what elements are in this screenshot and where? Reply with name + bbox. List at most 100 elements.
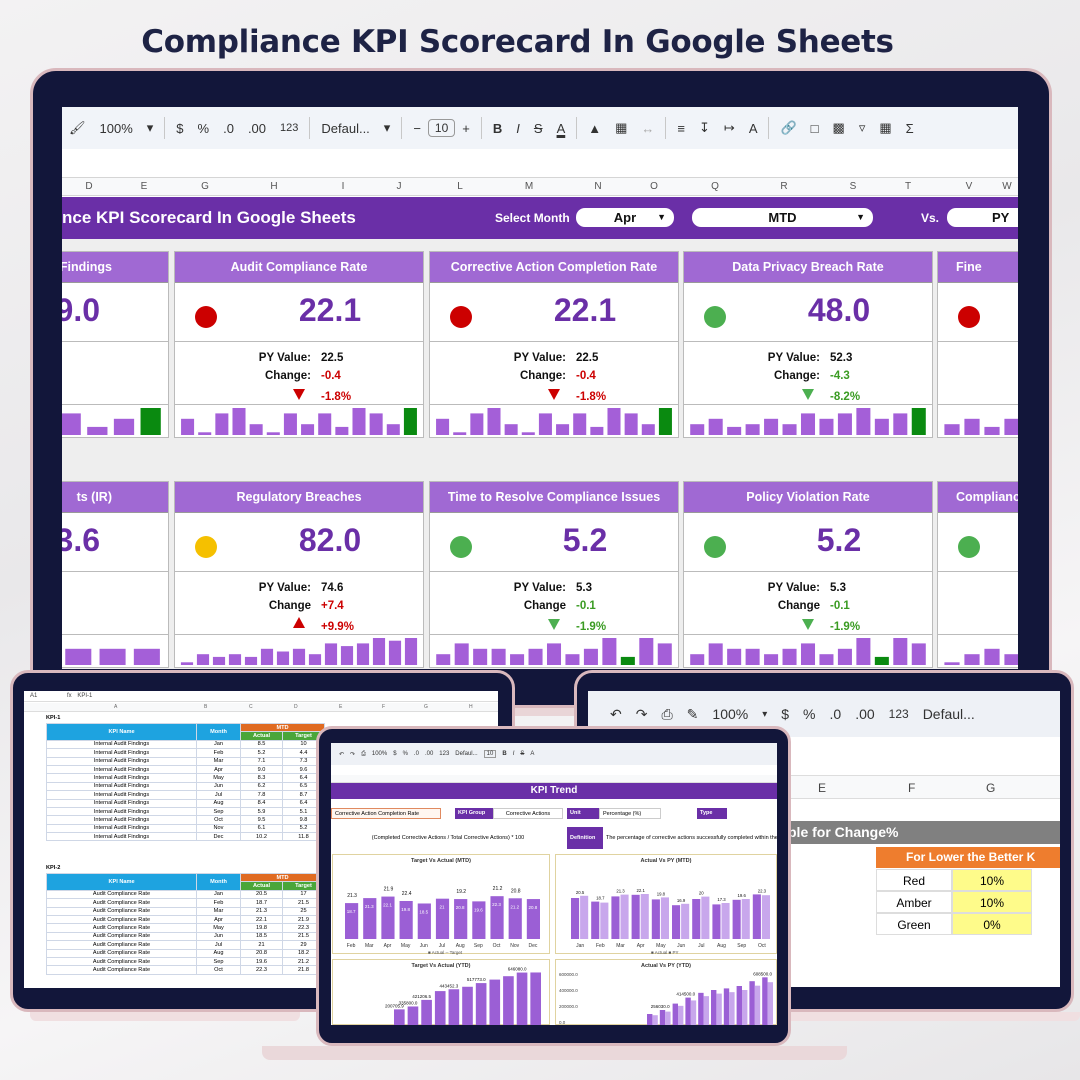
font-select[interactable]: Defaul... (321, 120, 370, 136)
kpi-select-dropdown[interactable]: Corrective Action Completion Rate (331, 808, 441, 819)
column-letter[interactable]: A (114, 704, 118, 710)
zoom-select[interactable]: 100% (712, 706, 749, 722)
column-letter[interactable]: N (594, 181, 602, 192)
period-dropdown[interactable]: MTD ▼ (692, 208, 873, 227)
column-letter[interactable]: I (341, 181, 345, 192)
insert-link-icon[interactable]: 🔗 (780, 120, 797, 135)
table-cell[interactable]: Nov (196, 823, 241, 834)
paint-format-icon[interactable]: 🖌 (69, 120, 86, 135)
table-cell[interactable]: Month (196, 723, 241, 741)
table-row[interactable]: Audit Compliance Rate Aug 20.8 18.2 (46, 948, 325, 958)
table-cell[interactable]: Oct (196, 965, 241, 975)
table-cell[interactable]: Apr (196, 914, 241, 925)
table-cell[interactable]: 6.1 (240, 823, 283, 834)
increase-decimal-button[interactable]: .00 (247, 120, 267, 136)
number-format-button[interactable]: 123 (888, 707, 909, 721)
font-size-decrease-button[interactable]: − (413, 120, 421, 136)
text-wrap-icon[interactable]: ↦ (723, 120, 735, 135)
currency-button[interactable]: $ (781, 706, 790, 722)
table-row[interactable]: Internal Audit Findings Jan 8.5 10 (46, 739, 325, 750)
undo-icon[interactable]: ↶ (610, 705, 622, 722)
table-cell[interactable]: 20.5 (240, 889, 283, 900)
percent-button[interactable]: % (197, 120, 210, 136)
table-cell[interactable]: Internal Audit Findings (46, 823, 197, 834)
filter-views-icon[interactable]: ▦ (879, 120, 892, 135)
table-cell[interactable]: Dec (196, 832, 241, 842)
table-row[interactable]: Internal Audit Findings Jun 6.2 6.5 (46, 781, 325, 792)
table-cell[interactable]: Oct (196, 815, 241, 825)
table-cell[interactable]: 19.6 (240, 956, 283, 967)
table-cell[interactable]: MTD (240, 872, 325, 883)
table-cell[interactable]: 20.8 (240, 948, 283, 958)
table-cell[interactable]: KPI Name (46, 873, 197, 891)
table-cell[interactable]: Internal Audit Findings (46, 798, 197, 808)
column-letter[interactable]: H (270, 181, 278, 192)
table-row[interactable]: Audit Compliance Rate Sep 19.6 21.2 (46, 956, 325, 967)
table-cell[interactable]: Sep (196, 806, 241, 817)
print-icon[interactable]: ⎙ (361, 750, 366, 757)
column-letter[interactable]: E (339, 704, 343, 710)
table-cell[interactable]: Jan (196, 739, 241, 750)
table-cell[interactable]: May (196, 923, 241, 933)
column-letter[interactable]: O (650, 181, 658, 192)
table-cell[interactable]: Actual (240, 881, 283, 891)
table-cell[interactable]: Internal Audit Findings (46, 781, 197, 792)
table-cell[interactable]: 21.3 (240, 906, 283, 916)
table-row[interactable]: Internal Audit Findings Feb 5.2 4.4 (46, 748, 325, 758)
table-cell[interactable]: 8.3 (240, 773, 283, 783)
table-cell[interactable]: Audit Compliance Rate (46, 889, 197, 900)
percent-button[interactable]: % (803, 706, 816, 722)
column-letter[interactable]: S (849, 181, 857, 192)
column-letter[interactable]: T (904, 181, 912, 192)
table-cell[interactable]: 5.9 (240, 806, 283, 817)
borders-icon[interactable]: ▦ (615, 120, 628, 135)
table-cell[interactable]: Month (196, 873, 241, 891)
zoom-caret-icon[interactable]: ▾ (762, 708, 768, 720)
table-cell[interactable]: May (196, 773, 241, 783)
table-cell[interactable]: 10.2 (240, 832, 283, 842)
table-row[interactable]: Audit Compliance Rate May 19.8 22.3 (46, 923, 325, 933)
redo-icon[interactable]: ↷ (635, 705, 648, 722)
strikethrough-button[interactable]: S (533, 120, 543, 136)
bold-button[interactable]: B (502, 751, 507, 757)
column-letter[interactable]: F (382, 704, 386, 710)
column-letter[interactable]: E (140, 181, 148, 192)
column-letter[interactable]: D (294, 704, 298, 710)
table-cell[interactable]: Audit Compliance Rate (46, 906, 197, 916)
column-letter[interactable]: R (780, 181, 788, 192)
table-cell[interactable]: MTD (240, 722, 325, 733)
compare-dropdown[interactable]: PY (947, 208, 1018, 227)
table-cell[interactable]: Aug (196, 948, 241, 958)
zoom-caret-icon[interactable]: ▾ (146, 120, 154, 135)
column-letter[interactable]: G (424, 704, 428, 710)
table-row[interactable]: Internal Audit Findings Oct 9.5 9.8 (46, 815, 325, 825)
table-cell[interactable]: 18.5 (240, 931, 283, 942)
table-cell[interactable]: Jun (196, 781, 241, 792)
decrease-decimal-button[interactable]: .0 (223, 120, 234, 136)
table-row[interactable]: Audit Compliance Rate Jun 18.5 21.5 (46, 931, 325, 942)
table-cell[interactable]: Sep (196, 956, 241, 967)
table-cell[interactable]: Apr (196, 764, 241, 775)
table-cell[interactable]: 18.7 (240, 898, 283, 908)
table-cell[interactable]: Internal Audit Findings (46, 815, 197, 825)
table-cell[interactable]: 22.1 (240, 914, 283, 925)
table-row[interactable]: Audit Compliance Rate Feb 18.7 21.5 (46, 898, 325, 908)
table-cell[interactable]: Internal Audit Findings (46, 764, 197, 775)
table-cell[interactable]: 7.8 (240, 790, 283, 800)
table-row[interactable]: Internal Audit Findings Dec 10.2 11.8 (46, 832, 325, 842)
column-letter[interactable]: J (396, 181, 402, 192)
table-cell[interactable]: Audit Compliance Rate (46, 931, 197, 942)
table-cell[interactable]: 8.4 (240, 798, 283, 808)
vertical-align-icon[interactable]: ↧ (699, 120, 710, 135)
table-row[interactable]: Internal Audit Findings Jul 7.8 8.7 (46, 790, 325, 800)
insert-comment-icon[interactable]: □ (810, 120, 819, 136)
table-cell[interactable]: KPI Name (46, 723, 197, 741)
number-format-button[interactable]: 123 (439, 751, 450, 757)
table-cell[interactable]: 9.5 (240, 815, 283, 825)
table-row[interactable]: Internal Audit Findings Apr 9.0 9.6 (46, 764, 325, 775)
column-letter[interactable]: C (249, 704, 253, 710)
table-cell[interactable]: Internal Audit Findings (46, 806, 197, 817)
increase-decimal-button[interactable]: .00 (855, 706, 875, 722)
table-cell[interactable]: Internal Audit Findings (46, 790, 197, 800)
font-size-input[interactable]: 10 (427, 119, 456, 137)
